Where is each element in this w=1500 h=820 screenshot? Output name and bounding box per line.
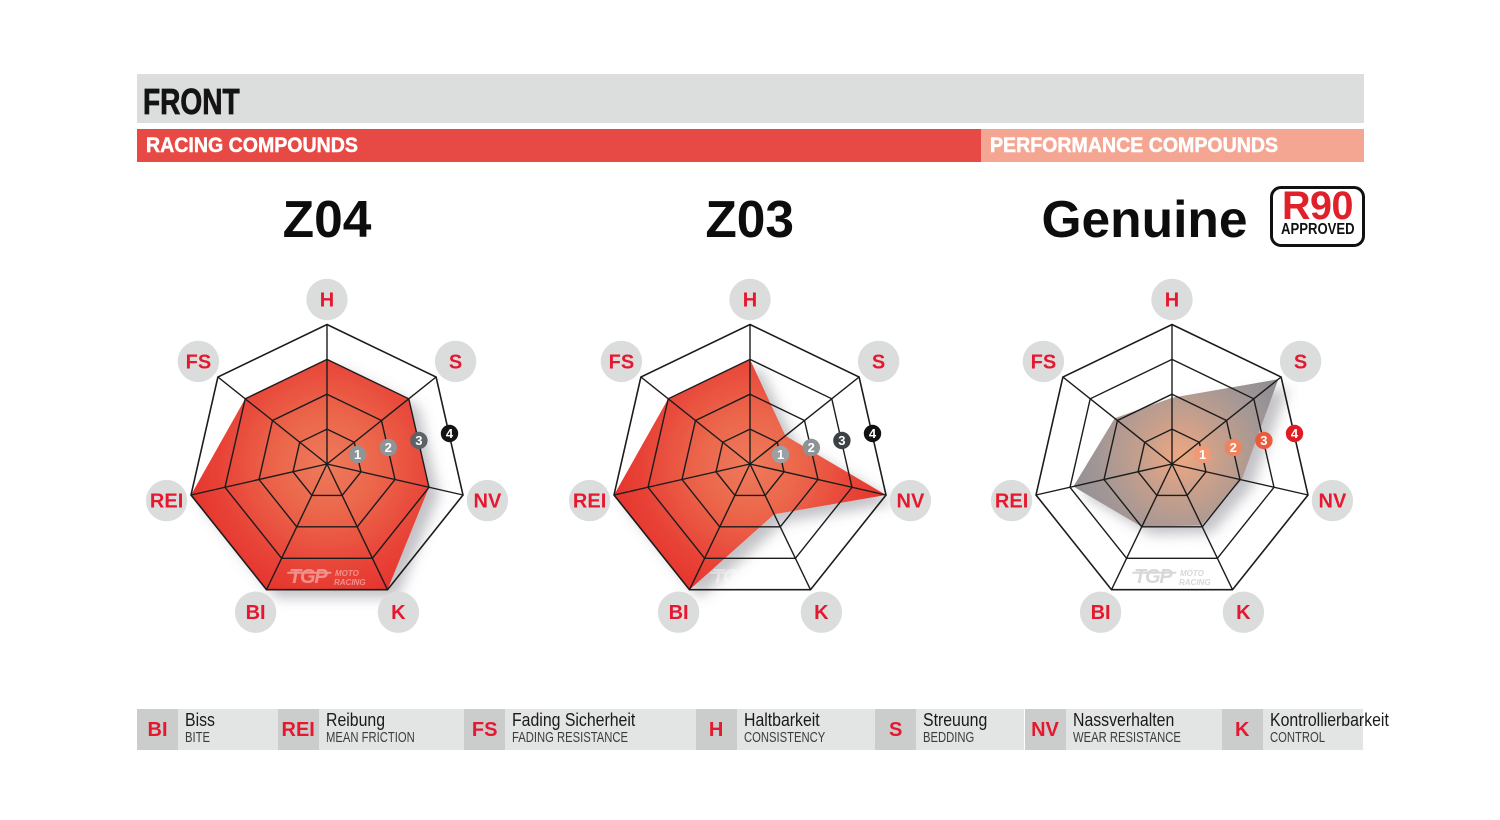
svg-text:H: H bbox=[320, 290, 334, 312]
svg-text:RACING: RACING bbox=[1179, 578, 1211, 587]
svg-text:1: 1 bbox=[354, 447, 361, 462]
svg-text:1: 1 bbox=[1199, 447, 1206, 462]
svg-text:3: 3 bbox=[838, 433, 845, 448]
svg-text:FS: FS bbox=[186, 352, 212, 374]
svg-text:1: 1 bbox=[777, 447, 784, 462]
svg-text:FS: FS bbox=[608, 352, 634, 374]
svg-text:3: 3 bbox=[1261, 433, 1268, 448]
svg-text:REI: REI bbox=[573, 491, 606, 513]
svg-text:NV: NV bbox=[1319, 491, 1347, 513]
svg-text:MOTO: MOTO bbox=[335, 569, 360, 578]
svg-text:4: 4 bbox=[869, 426, 877, 441]
svg-text:S: S bbox=[449, 352, 462, 374]
svg-text:S: S bbox=[872, 352, 885, 374]
svg-text:S: S bbox=[1294, 352, 1307, 374]
svg-text:BI: BI bbox=[668, 602, 688, 624]
svg-text:RACING: RACING bbox=[757, 578, 789, 587]
svg-text:MOTO: MOTO bbox=[758, 569, 783, 578]
svg-text:NV: NV bbox=[896, 491, 924, 513]
svg-text:3: 3 bbox=[415, 433, 422, 448]
svg-text:NV: NV bbox=[474, 491, 502, 513]
svg-text:2: 2 bbox=[807, 440, 814, 455]
svg-text:RACING: RACING bbox=[334, 578, 366, 587]
svg-text:4: 4 bbox=[1291, 426, 1299, 441]
svg-text:TGP: TGP bbox=[289, 566, 328, 588]
svg-text:2: 2 bbox=[1230, 440, 1237, 455]
svg-text:BI: BI bbox=[246, 602, 266, 624]
svg-text:K: K bbox=[391, 602, 406, 624]
svg-text:2: 2 bbox=[385, 440, 392, 455]
svg-text:H: H bbox=[1165, 290, 1179, 312]
svg-text:TGP: TGP bbox=[1134, 566, 1173, 588]
svg-text:REI: REI bbox=[150, 491, 183, 513]
svg-text:FS: FS bbox=[1031, 352, 1057, 374]
svg-text:TGP: TGP bbox=[712, 566, 751, 588]
svg-text:BI: BI bbox=[1091, 602, 1111, 624]
svg-text:4: 4 bbox=[446, 426, 454, 441]
svg-text:H: H bbox=[742, 290, 756, 312]
svg-text:K: K bbox=[1237, 602, 1252, 624]
svg-text:K: K bbox=[814, 602, 829, 624]
svg-text:REI: REI bbox=[995, 491, 1028, 513]
svg-text:MOTO: MOTO bbox=[1180, 569, 1205, 578]
